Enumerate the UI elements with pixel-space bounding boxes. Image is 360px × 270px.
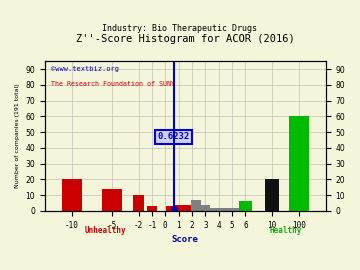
Bar	[208, 208, 216, 211]
Bar	[215, 208, 223, 211]
X-axis label: Score: Score	[172, 235, 199, 244]
Bar	[228, 208, 236, 211]
Bar	[174, 205, 183, 211]
Bar	[182, 205, 191, 211]
Bar	[166, 206, 175, 211]
Bar	[147, 206, 157, 211]
Text: 0.6232: 0.6232	[157, 132, 190, 141]
Bar	[102, 189, 122, 211]
Text: The Research Foundation of SUNY: The Research Foundation of SUNY	[51, 81, 175, 87]
Bar	[235, 208, 243, 211]
Bar	[133, 195, 144, 211]
Bar	[265, 180, 279, 211]
Text: Healthy: Healthy	[269, 226, 302, 235]
Bar	[201, 205, 210, 211]
Bar	[289, 116, 309, 211]
Bar	[221, 208, 229, 211]
Text: Unhealthy: Unhealthy	[84, 226, 126, 235]
Bar	[239, 201, 252, 211]
Title: Z''-Score Histogram for ACOR (2016): Z''-Score Histogram for ACOR (2016)	[76, 34, 294, 44]
Y-axis label: Number of companies (191 total): Number of companies (191 total)	[15, 84, 20, 188]
Bar	[62, 180, 82, 211]
Text: Industry: Bio Therapeutic Drugs: Industry: Bio Therapeutic Drugs	[103, 24, 257, 33]
Bar	[191, 200, 201, 211]
Text: ©www.textbiz.org: ©www.textbiz.org	[51, 66, 119, 72]
